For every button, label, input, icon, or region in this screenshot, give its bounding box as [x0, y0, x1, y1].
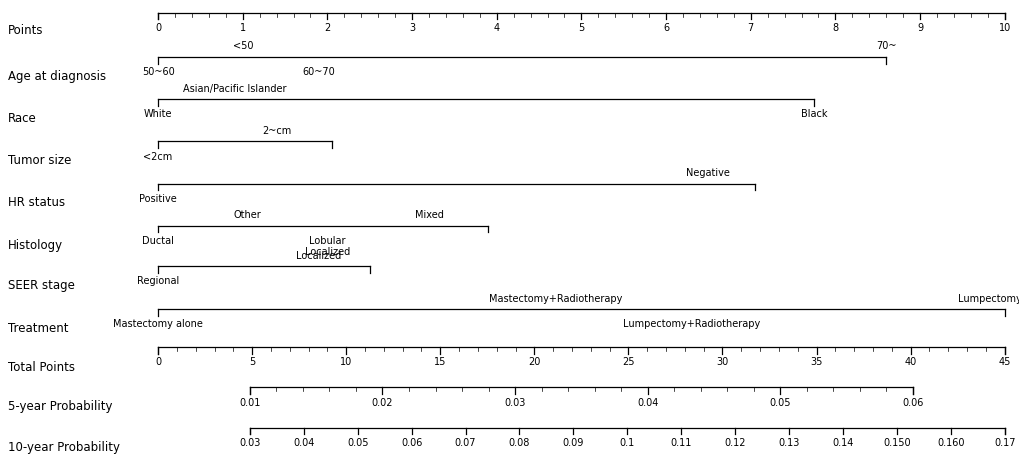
Text: Tumor size: Tumor size	[8, 154, 71, 167]
Text: Points: Points	[8, 24, 44, 37]
Text: Regional: Regional	[137, 276, 179, 287]
Text: 10: 10	[998, 23, 1010, 33]
Text: Black: Black	[800, 110, 826, 119]
Text: 0.09: 0.09	[562, 438, 584, 448]
Text: Lumpectomy alone: Lumpectomy alone	[957, 294, 1019, 304]
Text: 8: 8	[832, 23, 838, 33]
Text: 10: 10	[339, 357, 352, 367]
Text: Mixed: Mixed	[414, 210, 443, 220]
Text: 0.02: 0.02	[371, 398, 393, 407]
Text: 0.03: 0.03	[504, 398, 525, 407]
Text: Other: Other	[233, 210, 261, 220]
Text: 0.04: 0.04	[637, 398, 657, 407]
Text: 0.06: 0.06	[400, 438, 422, 448]
Text: 0: 0	[155, 357, 161, 367]
Text: HR status: HR status	[8, 196, 65, 210]
Text: Race: Race	[8, 112, 37, 125]
Text: 0.14: 0.14	[832, 438, 853, 448]
Text: Lobular: Lobular	[309, 236, 345, 246]
Text: 0.13: 0.13	[777, 438, 799, 448]
Text: 0.03: 0.03	[239, 438, 260, 448]
Text: 0.17: 0.17	[993, 438, 1015, 448]
Text: 0.05: 0.05	[768, 398, 791, 407]
Text: 10-year Probability: 10-year Probability	[8, 441, 120, 454]
Text: 40: 40	[904, 357, 916, 367]
Text: Histology: Histology	[8, 239, 63, 251]
Text: <50: <50	[232, 41, 253, 51]
Text: Positive: Positive	[139, 194, 177, 204]
Text: 0.12: 0.12	[723, 438, 745, 448]
Text: 45: 45	[998, 357, 1010, 367]
Text: White: White	[144, 110, 172, 119]
Text: 0.1: 0.1	[620, 438, 634, 448]
Text: 0.08: 0.08	[508, 438, 530, 448]
Text: 0.01: 0.01	[239, 398, 260, 407]
Text: 6: 6	[662, 23, 668, 33]
Text: Mastectomy+Radiotherapy: Mastectomy+Radiotherapy	[489, 294, 622, 304]
Text: 0: 0	[155, 23, 161, 33]
Text: 60~70: 60~70	[303, 67, 335, 77]
Text: 30: 30	[715, 357, 728, 367]
Text: <2cm: <2cm	[144, 152, 172, 162]
Text: 0.07: 0.07	[454, 438, 476, 448]
Text: 0.11: 0.11	[669, 438, 691, 448]
Text: 70~: 70~	[875, 41, 896, 51]
Text: Negative: Negative	[686, 168, 730, 178]
Text: Localized: Localized	[297, 251, 341, 261]
Text: 50~60: 50~60	[142, 67, 174, 77]
Text: 2~cm: 2~cm	[262, 126, 291, 136]
Text: 0.06: 0.06	[902, 398, 922, 407]
Text: 7: 7	[747, 23, 753, 33]
Text: Lumpectomy+Radiotherapy: Lumpectomy+Radiotherapy	[623, 320, 759, 329]
Text: Treatment: Treatment	[8, 322, 68, 336]
Text: 20: 20	[528, 357, 540, 367]
Text: 5: 5	[578, 23, 584, 33]
Text: Asian/Pacific Islander: Asian/Pacific Islander	[182, 84, 285, 94]
Text: Age at diagnosis: Age at diagnosis	[8, 70, 106, 83]
Text: 1: 1	[239, 23, 246, 33]
Text: 0.150: 0.150	[882, 438, 910, 448]
Text: 5: 5	[249, 357, 255, 367]
Text: Mastectomy alone: Mastectomy alone	[113, 320, 203, 329]
Text: 0.160: 0.160	[936, 438, 964, 448]
Text: 0.04: 0.04	[292, 438, 314, 448]
Text: 3: 3	[409, 23, 415, 33]
Text: 0.05: 0.05	[346, 438, 368, 448]
Text: Total Points: Total Points	[8, 360, 75, 374]
Text: 35: 35	[809, 357, 822, 367]
Text: 2: 2	[324, 23, 330, 33]
Text: 25: 25	[622, 357, 634, 367]
Text: 9: 9	[916, 23, 922, 33]
Text: 15: 15	[434, 357, 446, 367]
Text: 5-year Probability: 5-year Probability	[8, 400, 112, 413]
Text: Localized: Localized	[305, 247, 350, 257]
Text: Ductal: Ductal	[142, 236, 174, 246]
Text: 4: 4	[493, 23, 499, 33]
Text: SEER stage: SEER stage	[8, 279, 75, 292]
